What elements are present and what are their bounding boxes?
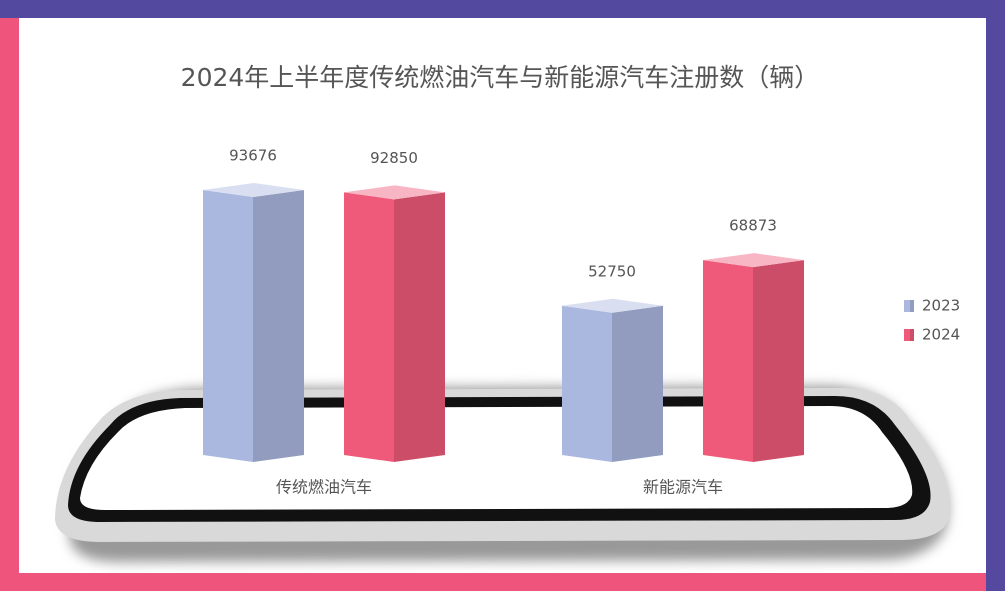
legend: 2023 2024 bbox=[904, 297, 960, 344]
legend-label: 2023 bbox=[922, 297, 960, 315]
bar-side bbox=[753, 260, 804, 462]
x-tick-label: 新能源汽车 bbox=[643, 478, 723, 497]
frame-bottom bbox=[0, 573, 986, 591]
frame-right bbox=[986, 0, 1005, 591]
data-label: 92850 bbox=[370, 149, 418, 167]
bar-top bbox=[203, 183, 304, 197]
bar-top bbox=[562, 298, 663, 313]
platform bbox=[55, 386, 951, 562]
bar-top bbox=[703, 253, 804, 268]
bar-front bbox=[203, 190, 253, 462]
data-label: 68873 bbox=[729, 217, 777, 235]
bar-front bbox=[562, 305, 612, 462]
bar-front bbox=[344, 192, 394, 462]
legend-swatch bbox=[904, 300, 914, 312]
frame-top bbox=[0, 0, 1005, 18]
frame-left bbox=[0, 18, 19, 591]
bar bbox=[562, 298, 663, 462]
bar-top bbox=[344, 185, 445, 200]
bar bbox=[344, 185, 445, 462]
bar-side bbox=[394, 192, 445, 462]
data-label: 93676 bbox=[229, 147, 277, 165]
bar bbox=[703, 253, 804, 462]
bar-side bbox=[612, 305, 663, 462]
bar bbox=[203, 183, 304, 462]
legend-label: 2024 bbox=[922, 326, 960, 344]
data-label: 52750 bbox=[588, 262, 636, 280]
bar-front bbox=[703, 260, 753, 462]
legend-swatch bbox=[904, 329, 914, 341]
x-tick-label: 传统燃油汽车 bbox=[276, 478, 372, 497]
bar-side bbox=[253, 190, 304, 462]
legend-swatch-side bbox=[910, 329, 914, 341]
chart-title: 2024年上半年度传统燃油汽车与新能源汽车注册数（辆） bbox=[181, 63, 820, 92]
legend-swatch-side bbox=[910, 300, 914, 312]
